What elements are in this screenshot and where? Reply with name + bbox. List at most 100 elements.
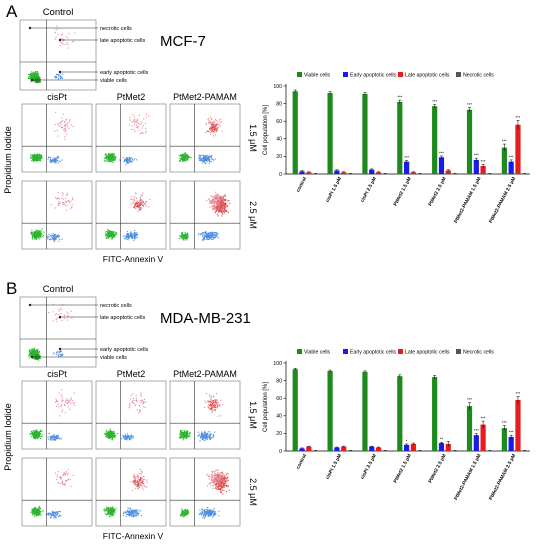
legend-entry: Late apoptotic cells bbox=[398, 349, 450, 356]
legend-label: Viable cells bbox=[304, 350, 331, 356]
flow-plot bbox=[95, 180, 167, 250]
significance-label: *** bbox=[502, 420, 507, 425]
significance-label: *** bbox=[516, 115, 521, 120]
flow-plot bbox=[21, 380, 93, 450]
callout-dot bbox=[58, 70, 62, 74]
panel-letter: B bbox=[6, 279, 17, 298]
y-tick-label: 80 bbox=[276, 101, 282, 107]
y-axis-title: Cell population [%] bbox=[263, 382, 269, 432]
significance-label: *** bbox=[439, 150, 444, 155]
y-axis-label: Propidium Iodide bbox=[3, 126, 13, 194]
row-label: 2.5 μM bbox=[248, 478, 258, 506]
significance-label: *** bbox=[516, 391, 521, 396]
cell-line-label: MDA-MB-231 bbox=[160, 310, 251, 327]
legend-swatch bbox=[456, 349, 461, 354]
significance-label: *** bbox=[481, 159, 486, 164]
bar bbox=[445, 443, 451, 451]
category-label: PtMet2 1.5 μM bbox=[392, 453, 412, 484]
quadrant-label-late: late apoptotic cells bbox=[100, 315, 145, 321]
bar bbox=[292, 91, 298, 174]
bar bbox=[466, 406, 473, 451]
quadrant-label-early: early apoptotic cells bbox=[100, 70, 149, 76]
bar-chart-a: Viable cells Early apoptotic cells Late ap… bbox=[263, 72, 530, 224]
legend-swatch bbox=[456, 72, 461, 77]
control-label: Control bbox=[43, 7, 74, 18]
y-tick-label: 80 bbox=[276, 378, 282, 384]
row-label: 1.5 μM bbox=[248, 124, 258, 152]
cell-line-label: MCF-7 bbox=[160, 33, 206, 50]
category-label: PtMet2 2.5 μM bbox=[427, 176, 447, 207]
bar bbox=[515, 399, 521, 451]
category-label: cisPt 1.5 μM bbox=[325, 453, 343, 480]
y-tick-label: 40 bbox=[276, 414, 282, 420]
y-tick-label: 100 bbox=[273, 84, 282, 90]
bar bbox=[438, 157, 445, 174]
category-label: control bbox=[295, 176, 308, 193]
legend-label: Early apoptotic cells bbox=[350, 73, 397, 79]
legend-entry: Viable cells bbox=[297, 72, 331, 79]
category-label: cisPt 1.5 μM bbox=[325, 176, 343, 203]
legend-label: Early apoptotic cells bbox=[350, 350, 397, 356]
quadrant-label-viable: viable cells bbox=[100, 355, 127, 361]
category-label: PtMet2-PAMAM 1.5 μM bbox=[453, 176, 482, 224]
legend-entry: Early apoptotic cells bbox=[343, 72, 397, 79]
legend-label: Necrotic cells bbox=[463, 350, 494, 356]
significance-label: *** bbox=[474, 153, 479, 158]
bar bbox=[445, 170, 451, 174]
bar bbox=[334, 170, 340, 174]
column-label: PtMet2 bbox=[117, 369, 146, 379]
category-label: PtMet2 2.5 μM bbox=[427, 453, 447, 484]
bar bbox=[404, 161, 410, 174]
bar bbox=[466, 109, 473, 174]
bar bbox=[480, 166, 486, 174]
bar bbox=[404, 444, 410, 451]
flow-plot bbox=[169, 103, 241, 173]
bar bbox=[334, 447, 340, 451]
legend-label: Necrotic cells bbox=[463, 73, 494, 79]
category-label: cisPt 2.5 μM bbox=[360, 453, 378, 480]
bar bbox=[438, 443, 445, 451]
legend-entry: Necrotic cells bbox=[456, 349, 494, 356]
category-label: control bbox=[295, 453, 308, 470]
panel-letter: A bbox=[6, 2, 18, 21]
category-label: PtMet2 1.5 μM bbox=[392, 176, 412, 207]
legend-entry: Viable cells bbox=[297, 349, 331, 356]
column-label: cisPt bbox=[47, 369, 67, 379]
legend-entry: Early apoptotic cells bbox=[343, 349, 397, 356]
control-plot bbox=[19, 296, 97, 368]
significance-label: *** bbox=[467, 397, 472, 402]
bar bbox=[410, 172, 416, 174]
legend-swatch bbox=[297, 349, 302, 354]
bar bbox=[397, 101, 403, 174]
y-axis-title: Cell population [%] bbox=[263, 105, 269, 155]
bar bbox=[508, 436, 514, 451]
significance-label: *** bbox=[502, 139, 507, 144]
callout-dot bbox=[28, 303, 32, 307]
flow-plot bbox=[21, 180, 93, 250]
bar bbox=[299, 171, 305, 174]
significance-label: *** bbox=[509, 154, 514, 159]
callout-dot bbox=[58, 38, 62, 42]
significance-label: *** bbox=[404, 155, 409, 160]
significance-label: *** bbox=[397, 95, 402, 100]
bar bbox=[375, 447, 382, 451]
callout-dot bbox=[58, 315, 62, 319]
flow-plot-frame bbox=[169, 103, 241, 173]
column-label: cisPt bbox=[47, 92, 67, 102]
bar bbox=[432, 377, 438, 451]
bar bbox=[501, 147, 507, 174]
category-label: cisPt 2.5 μM bbox=[360, 176, 378, 203]
legend-swatch bbox=[398, 72, 403, 77]
bar bbox=[292, 369, 298, 451]
bar bbox=[369, 169, 375, 174]
bar bbox=[473, 435, 479, 451]
bar bbox=[369, 446, 375, 451]
column-label: PtMet2-PAMAM bbox=[173, 369, 237, 379]
y-tick-label: 20 bbox=[276, 154, 282, 160]
y-tick-label: 100 bbox=[273, 361, 282, 367]
y-tick-label: 0 bbox=[279, 449, 282, 455]
y-tick-label: 40 bbox=[276, 137, 282, 143]
flow-plot bbox=[169, 180, 241, 250]
legend-swatch bbox=[343, 349, 348, 354]
